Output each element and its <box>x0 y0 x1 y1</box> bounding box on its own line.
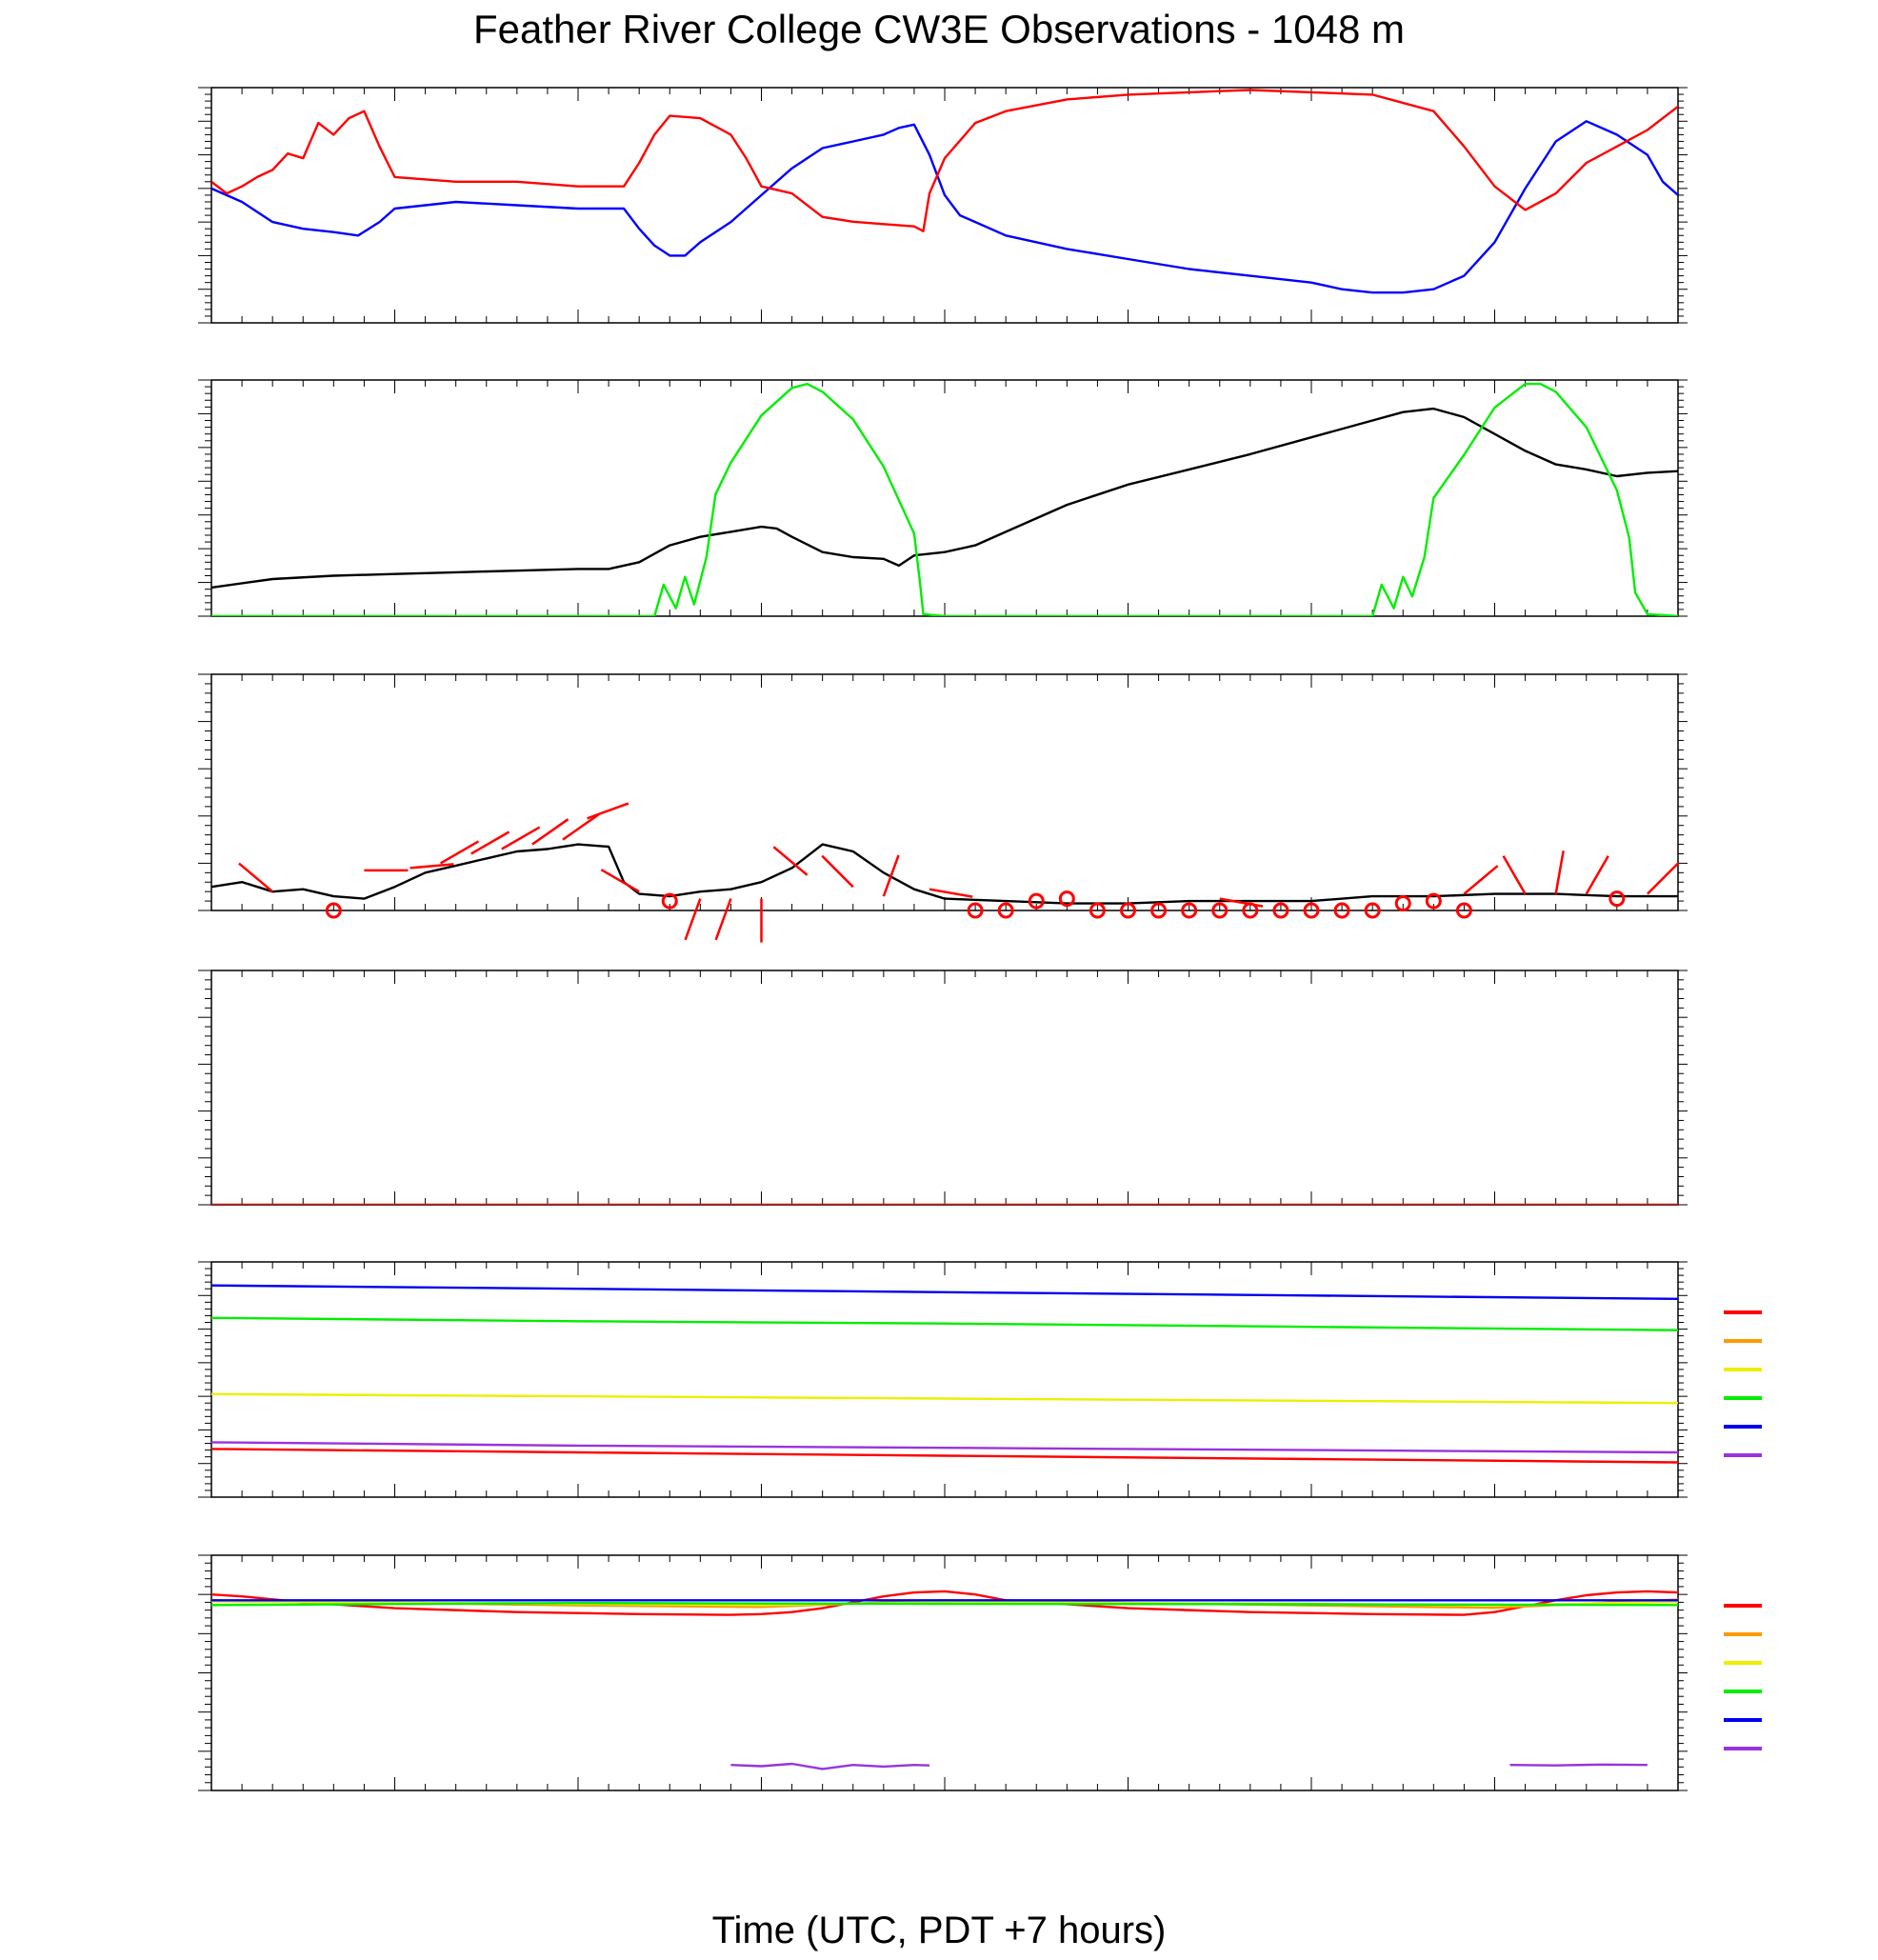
calm-wind-marker <box>1303 902 1320 919</box>
wind-barb <box>684 898 702 941</box>
wind-barb <box>587 802 629 820</box>
calm-wind-marker <box>1211 902 1229 919</box>
wind-barb <box>501 826 541 850</box>
series-line-100-cm <box>730 1762 930 1770</box>
wind-barb <box>714 898 732 941</box>
legend <box>1724 1310 1762 1457</box>
series-line-5-cm <box>211 1590 1678 1616</box>
series-line-wind <box>211 843 1678 905</box>
calm-wind-marker <box>1425 892 1442 910</box>
wind-barb <box>470 830 510 855</box>
series-line-20-cm <box>211 1601 1678 1607</box>
calm-wind-marker <box>1455 902 1472 919</box>
wind-barb <box>929 888 973 898</box>
wind-barb <box>882 854 900 897</box>
series-line-100-cm <box>1509 1763 1648 1767</box>
wind-barb <box>1647 862 1680 895</box>
series-line-solar-radiation <box>211 382 1678 616</box>
wind-barb <box>1463 865 1499 895</box>
series-line-100-cm <box>211 1441 1678 1454</box>
wind-barb <box>439 840 480 865</box>
calm-wind-marker <box>1058 890 1075 908</box>
panel-soil_moisture <box>198 1261 1762 1498</box>
plot-lines <box>211 1590 1678 1770</box>
series-line-50-cm <box>211 1284 1678 1300</box>
calm-wind-marker <box>1394 895 1411 912</box>
wind-barb <box>238 862 273 893</box>
series-line-15-cm <box>211 1392 1678 1405</box>
panel-pressure_solar <box>198 379 1688 617</box>
calm-wind-marker <box>1181 902 1198 919</box>
calm-wind-marker <box>325 902 342 919</box>
wind-barb <box>1554 850 1565 894</box>
plot-lines <box>211 1284 1678 1464</box>
wind-barb <box>562 813 600 841</box>
plot-lines <box>211 382 1678 616</box>
calm-wind-marker <box>1272 902 1289 919</box>
calm-wind-marker <box>1608 890 1626 908</box>
wind-barb <box>1502 855 1527 895</box>
x-axis-label: Time (UTC, PDT +7 hours) <box>712 1910 1167 1951</box>
series-line-temperature <box>211 120 1678 294</box>
calm-wind-marker <box>997 902 1014 919</box>
calm-wind-marker <box>1364 902 1381 919</box>
calm-wind-marker <box>1120 902 1136 919</box>
wind-barb <box>821 854 854 889</box>
calm-wind-marker <box>1089 902 1106 919</box>
wind-barb <box>772 846 809 876</box>
panel-precipitation <box>198 970 1688 1206</box>
chart-panels <box>198 87 1762 1791</box>
calm-wind-marker <box>661 892 678 910</box>
calm-wind-marker <box>1028 892 1045 910</box>
calm-wind-marker <box>967 902 984 919</box>
series-line-5-cm <box>211 1448 1678 1464</box>
wind-barb <box>1219 897 1264 908</box>
panel-temperature_humidity <box>198 87 1688 324</box>
panel-wind <box>198 673 1688 943</box>
panel-soil_temperature <box>198 1554 1762 1791</box>
plot-frame <box>210 673 1679 911</box>
wind-barb <box>410 863 454 870</box>
series-line-pressure <box>211 407 1678 590</box>
chart-title: Feather River College CW3E Observations … <box>473 7 1405 51</box>
calm-wind-marker <box>1333 902 1350 919</box>
plot-lines <box>211 843 1678 905</box>
series-line-20-cm <box>211 1316 1678 1331</box>
calm-wind-marker <box>1150 902 1168 919</box>
legend <box>1724 1604 1762 1750</box>
wind-barb <box>531 818 569 846</box>
plot-lines <box>211 89 1678 294</box>
wind-barb <box>1585 855 1609 895</box>
plot-frame <box>210 970 1679 1206</box>
wind-barb <box>600 869 640 893</box>
series-line-relative-humidity <box>211 89 1678 232</box>
